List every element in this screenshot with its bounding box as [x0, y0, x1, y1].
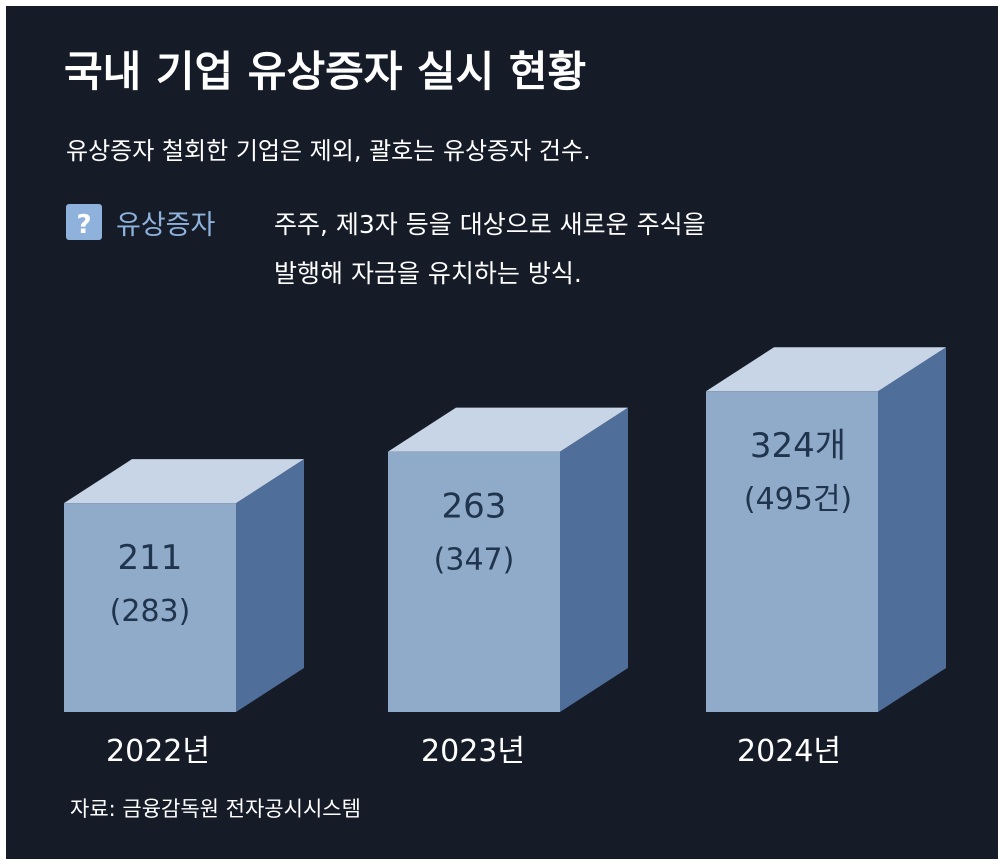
data-sublabel: (495건) [744, 482, 852, 517]
data-label: 324개 [750, 426, 846, 466]
definition-text-line1: 주주, 제3자 등을 대상으로 새로운 주식을 [274, 210, 706, 239]
bar-front-face [388, 451, 560, 712]
data-label: 211 [118, 538, 183, 578]
bar-side-face [560, 407, 628, 712]
bar-front-face [706, 391, 878, 712]
bar-3: 324개 (495건) [706, 347, 946, 712]
question-mark-icon [66, 204, 102, 240]
bar-top-face [64, 459, 304, 504]
data-sublabel: (283) [110, 594, 191, 629]
x-tick-label: 2022년 [106, 734, 210, 769]
bar-side-face [878, 347, 946, 712]
bar-2: 263 (347) [388, 407, 628, 712]
chart-subtitle: 유상증자 철회한 기업은 제외, 괄호는 유상증자 건수. [66, 137, 591, 165]
chart: 국내 기업 유상증자 실시 현황 유상증자 철회한 기업은 제외, 괄호는 유상… [64, 47, 946, 821]
x-tick-label: 2023년 [421, 734, 525, 769]
bar-group: 211 (283) 2022년 263 (347) 2023년 324개 (495건) 2024… [64, 347, 946, 769]
bar-top-face [706, 347, 946, 392]
definition-text-line2: 발행해 자금을 유치하는 방식. [274, 259, 582, 288]
x-tick-label: 2024년 [737, 734, 841, 769]
source-note: 자료: 금융감독원 전자공시시스템 [70, 797, 361, 821]
bar-front-face [64, 503, 236, 712]
bar-top-face [388, 407, 628, 452]
bar-1: 211 (283) [64, 459, 304, 712]
bar-side-face [236, 459, 304, 712]
definition-term: 유상증자 [116, 210, 216, 241]
chart-title: 국내 기업 유상증자 실시 현황 [64, 47, 586, 96]
data-sublabel: (347) [434, 543, 515, 578]
infographic-panel: 국내 기업 유상증자 실시 현황 유상증자 철회한 기업은 제외, 괄호는 유상… [6, 6, 998, 859]
data-label: 263 [442, 487, 507, 527]
question-mark-glyph: ? [76, 210, 91, 240]
